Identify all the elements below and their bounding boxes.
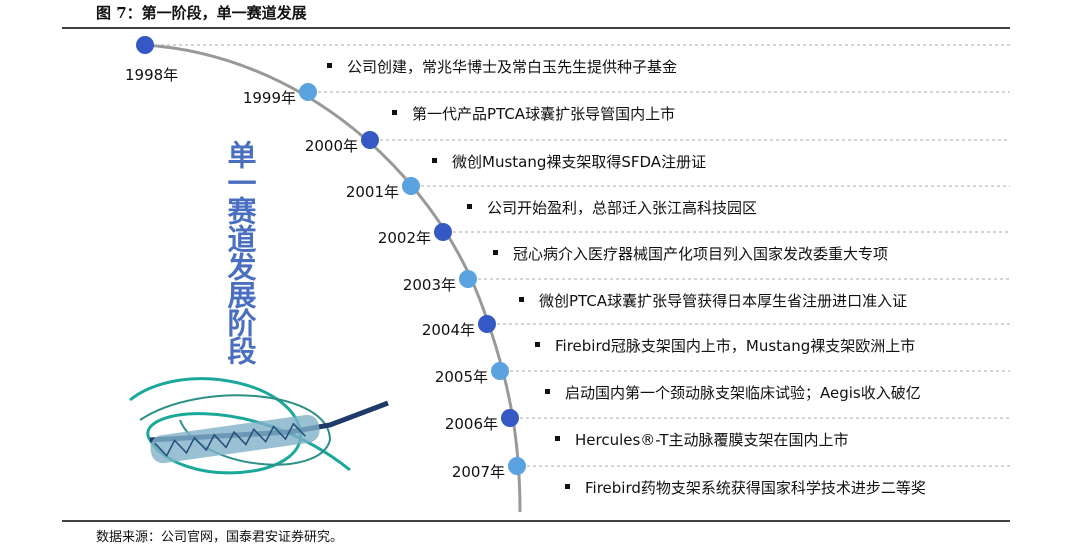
- milestone-text: Firebird药物支架系统获得国家科学技术进步二等奖: [585, 479, 926, 497]
- bullet: [392, 110, 397, 115]
- figure-title: 图 7：第一阶段，单一赛道发展: [96, 4, 307, 22]
- bullet: [467, 204, 472, 209]
- milestone-text: Hercules®-T主动脉覆膜支架在国内上市: [575, 431, 849, 449]
- milestone-dot: [478, 315, 496, 333]
- year-label: 2001年: [346, 183, 399, 201]
- milestone-text: 微创Mustang裸支架取得SFDA注册证: [452, 153, 706, 171]
- milestone-text: 冠心病介入医疗器械国产化项目列入国家发改委重大专项: [513, 245, 888, 263]
- milestone-dot: [136, 36, 154, 54]
- milestone-dot: [491, 362, 509, 380]
- milestone-dot: [402, 177, 420, 195]
- bullet: [327, 63, 332, 68]
- source-note: 数据来源：公司官网，国泰君安证券研究。: [96, 529, 343, 545]
- year-label: 1998年: [125, 66, 178, 84]
- year-label: 2004年: [422, 321, 475, 339]
- side-label: 单一赛道发展阶段: [223, 140, 257, 364]
- year-label: 2003年: [403, 276, 456, 294]
- milestone-dot: [501, 409, 519, 427]
- milestone-text: 启动国内第一个颈动脉支架临床试验；Aegis收入破亿: [565, 384, 921, 402]
- bullet: [565, 484, 570, 489]
- stent-illustration: [129, 377, 389, 475]
- milestone-text: Firebird冠脉支架国内上市，Mustang裸支架欧洲上市: [555, 337, 915, 355]
- bullet: [493, 250, 498, 255]
- year-label: 2000年: [305, 137, 358, 155]
- bullet: [555, 436, 560, 441]
- year-label: 2007年: [452, 463, 505, 481]
- bullet: [519, 297, 524, 302]
- year-label: 2005年: [435, 368, 488, 386]
- bullet: [545, 389, 550, 394]
- milestone-dot: [434, 223, 452, 241]
- milestone-text: 公司开始盈利，总部迁入张江高科技园区: [487, 199, 757, 217]
- milestone-text: 微创PTCA球囊扩张导管获得日本厚生省注册进口准入证: [539, 292, 907, 310]
- milestone-dot: [459, 270, 477, 288]
- bullet: [432, 158, 437, 163]
- year-label: 2006年: [445, 415, 498, 433]
- milestone-dot: [299, 83, 317, 101]
- milestone-dot: [508, 457, 526, 475]
- milestone-text: 第一代产品PTCA球囊扩张导管国内上市: [412, 105, 675, 123]
- year-label: 2002年: [378, 229, 431, 247]
- milestone-dot: [361, 131, 379, 149]
- bullet: [535, 342, 540, 347]
- milestone-text: 公司创建，常兆华博士及常白玉先生提供种子基金: [347, 58, 677, 76]
- year-label: 1999年: [243, 89, 296, 107]
- timeline-curve: [144, 43, 522, 513]
